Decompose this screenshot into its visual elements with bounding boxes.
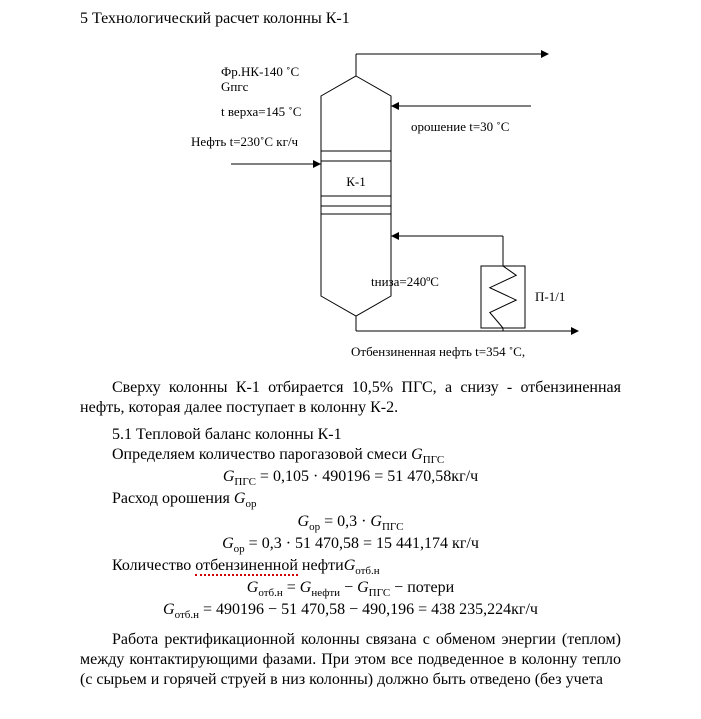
equation-gotb-val: Gотб.н = 490196 − 51 470,58 − 490,196 = … <box>80 601 621 621</box>
paragraph-intro: Сверху колонны К-1 отбирается 10,5% ПГС,… <box>80 378 621 418</box>
svg-text:t верха=145 ˚С: t верха=145 ˚С <box>221 104 301 119</box>
equation-gpgs: GПГС = 0,105 · 490196 = 51 470,58кг/ч <box>80 468 621 488</box>
paragraph-heat: Работа ректификационной колонны связана … <box>80 630 621 690</box>
svg-text:Нефть t=230˚С кг/ч: Нефть t=230˚С кг/ч <box>191 134 299 149</box>
svg-text:К-1: К-1 <box>346 174 366 189</box>
line-define-gor: Расход орошения Gор <box>80 490 621 510</box>
line-define-gpgs: Определяем количество парогазовой смеси … <box>80 446 621 466</box>
process-diagram: К-1 орошение t=30 ˚С Фр.НК-140 ˚СGпгс t вер… <box>80 36 621 366</box>
svg-text:tниза=240ºС: tниза=240ºС <box>371 274 439 289</box>
section-title: 5 Технологический расчет колонны К-1 <box>80 10 621 28</box>
svg-text:П-1/1: П-1/1 <box>535 289 565 304</box>
svg-text:орошение t=30 ˚С: орошение t=30 ˚С <box>411 119 509 134</box>
svg-text:Gпгс: Gпгс <box>221 79 249 94</box>
equation-gotb-def: Gотб.н = Gнефти − GПГС − потери <box>80 579 621 599</box>
subsection-title: 5.1 Тепловой баланс колонны К-1 <box>80 426 621 444</box>
svg-text:Отбензиненная нефть t=354 ˚С,: Отбензиненная нефть t=354 ˚С, <box>351 344 525 359</box>
equation-gor-def: Gор = 0,3 · GПГС <box>80 513 621 533</box>
line-define-gotb: Количество отбензиненной нефтиGотб.н <box>80 557 621 577</box>
svg-text:Фр.НК-140 ˚С: Фр.НК-140 ˚С <box>221 64 299 79</box>
equation-gor-val: Gор = 0,3 · 51 470,58 = 15 441,174 кг/ч <box>80 535 621 555</box>
